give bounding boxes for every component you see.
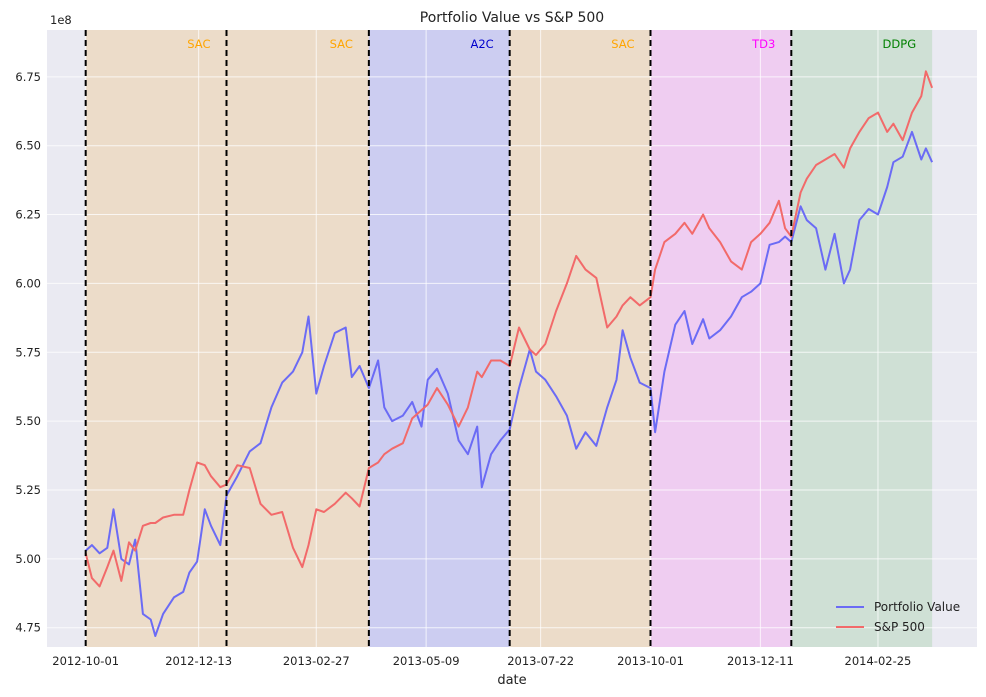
legend-label-0: Portfolio Value xyxy=(874,600,960,614)
series-lines xyxy=(84,70,934,637)
series-line-0 xyxy=(85,130,934,637)
legend: Portfolio Value S&P 500 xyxy=(836,600,960,634)
series-line-1 xyxy=(84,70,934,588)
x-tick-label-1: 2012-12-13 xyxy=(165,654,232,668)
region-band-5 xyxy=(791,30,933,647)
chart-title: Portfolio Value vs S&P 500 xyxy=(420,10,604,26)
y-tick-label-7: 6.50 xyxy=(15,139,41,153)
region-band-0 xyxy=(85,30,227,647)
region-label-0: SAC xyxy=(187,37,210,51)
x-tick-label-6: 2013-12-11 xyxy=(727,654,794,668)
strategy-regions xyxy=(85,30,933,647)
region-band-3 xyxy=(509,30,651,647)
region-band-2 xyxy=(368,30,510,647)
strategy-boundaries xyxy=(84,30,793,647)
y-tick-label-5: 6.00 xyxy=(15,276,41,290)
x-tick-label-3: 2013-05-09 xyxy=(393,654,460,668)
y-tick-label-0: 4.75 xyxy=(15,621,41,635)
region-label-5: DDPG xyxy=(883,37,917,51)
region-label-3: SAC xyxy=(611,37,634,51)
region-label-4: TD3 xyxy=(751,37,775,51)
strategy-region-labels: SAC SAC A2C SAC TD3 DDPG xyxy=(187,37,916,51)
y-tick-label-8: 6.75 xyxy=(15,70,41,84)
x-tick-label-4: 2013-07-22 xyxy=(507,654,574,668)
y-tick-label-3: 5.50 xyxy=(15,414,41,428)
x-tick-label-5: 2013-10-01 xyxy=(617,654,684,668)
x-tick-label-2: 2013-02-27 xyxy=(283,654,350,668)
x-tick-label-7: 2014-02-25 xyxy=(845,654,912,668)
region-label-2: A2C xyxy=(470,37,493,51)
region-band-1 xyxy=(226,30,369,647)
y-tick-label-6: 6.25 xyxy=(15,208,41,222)
y-tick-label-2: 5.25 xyxy=(15,483,41,497)
y-offset-label: 1e8 xyxy=(50,13,72,27)
region-band-4 xyxy=(650,30,792,647)
x-tick-labels: 2012-10-01 2012-12-13 2013-02-27 2013-05-09… xyxy=(52,654,911,668)
y-tick-label-1: 5.00 xyxy=(15,552,41,566)
y-tick-label-4: 5.75 xyxy=(15,345,41,359)
x-axis-label: date xyxy=(497,673,526,688)
legend-label-1: S&P 500 xyxy=(874,620,925,634)
x-tick-label-0: 2012-10-01 xyxy=(52,654,119,668)
region-label-1: SAC xyxy=(330,37,353,51)
y-tick-labels: 4.75 5.00 5.25 5.50 5.75 6.00 6.25 6.50 6.75 xyxy=(15,70,41,635)
